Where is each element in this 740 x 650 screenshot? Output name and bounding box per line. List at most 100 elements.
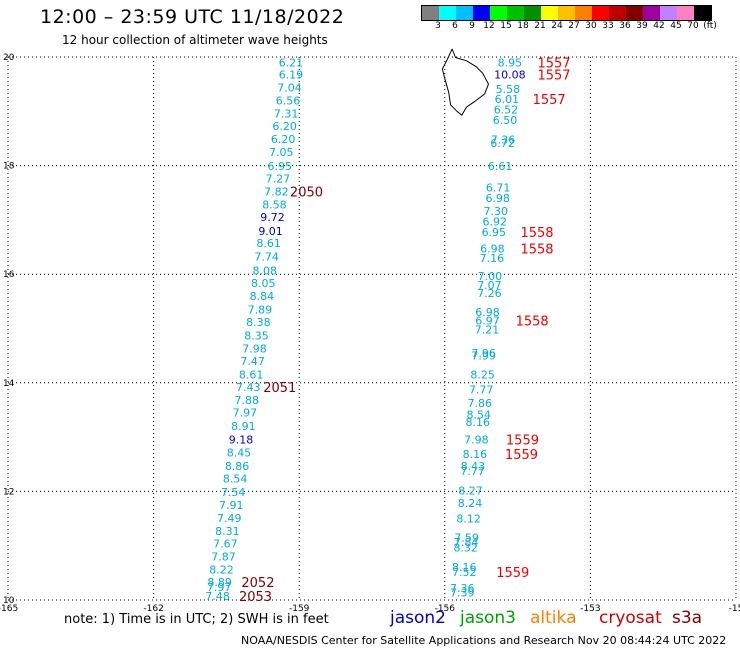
swh-value-label: 7.21 [475, 324, 500, 337]
swh-value-label: 6.52 [494, 104, 519, 117]
swh-value-label: 8.91 [231, 420, 256, 433]
legend-jason3: jason3 [460, 608, 516, 628]
swh-value-label: 6.71 [486, 181, 511, 194]
swh-value-label: 8.16 [463, 448, 488, 461]
swh-value-label: 8.58 [262, 199, 287, 212]
swh-value-label: 8.45 [227, 446, 252, 459]
swh-value-label: 6.50 [493, 114, 518, 127]
scale-label: 33 [602, 21, 614, 31]
swh-value-label: 7.05 [269, 146, 294, 159]
scale-label: 9 [469, 21, 475, 31]
swh-value-label: 6.61 [488, 160, 513, 173]
y-tick-label: 20 [3, 53, 15, 63]
swh-value-label: 7.36 [491, 134, 516, 147]
swh-value-label: 7.86 [467, 397, 492, 410]
scale-label: 24 [551, 21, 563, 31]
swh-value-label: 6.72 [490, 137, 515, 150]
scale-swatch [575, 6, 592, 20]
swh-value-label: 7.99 [471, 350, 496, 363]
swh-value-label: 6.98 [480, 243, 505, 256]
scale-swatch [456, 6, 473, 20]
scale-swatch [626, 6, 643, 20]
scale-swatch [677, 6, 694, 20]
swh-value-label: 8.61 [239, 369, 264, 382]
swh-value-label: 7.82 [264, 186, 289, 199]
swh-value-label: 8.54 [467, 408, 492, 421]
swh-value-label: 7.74 [254, 250, 279, 263]
time-label: 1558 [520, 243, 553, 258]
swh-value-label: 7.52 [452, 566, 477, 579]
swh-value-label: 7.77 [469, 383, 494, 396]
swh-value-label: 7.54 [221, 486, 246, 499]
y-tick-label: 16 [3, 270, 15, 280]
swh-value-label: 8.61 [256, 237, 281, 250]
footer-credit: NOAA/NESDIS Center for Satellite Applica… [241, 634, 727, 647]
time-label: 1559 [506, 433, 539, 448]
swh-value-label: 7.07 [477, 279, 502, 292]
time-label: 1557 [537, 68, 570, 83]
x-tick-label: -15 [729, 604, 740, 614]
swh-value-label: 7.00 [478, 270, 503, 283]
island-coastline [441, 48, 490, 116]
swh-value-label: 8.35 [244, 330, 269, 343]
swh-value-label: 8.12 [456, 513, 481, 526]
swh-value-label: 7.89 [248, 303, 273, 316]
swh-value-label: 7.30 [484, 205, 509, 218]
time-label: 2052 [241, 576, 274, 591]
x-tick-label: -156 [435, 604, 456, 614]
swh-value-label: 8.05 [251, 277, 276, 290]
swh-value-label: 8.32 [453, 541, 478, 554]
swh-value-label: 8.54 [223, 472, 248, 485]
swh-value-label: 9.18 [229, 433, 254, 446]
time-label: 1558 [516, 314, 549, 329]
scale-label: 15 [500, 21, 512, 31]
time-label: 1559 [496, 566, 529, 581]
swh-value-label: 7.48 [205, 590, 230, 603]
scale-swatch [643, 6, 660, 20]
legend-s3a: s3a [672, 608, 703, 628]
scale-label: 12 [483, 21, 495, 31]
scale-swatch [524, 6, 541, 20]
color-scale-bar [421, 5, 712, 21]
swh-value-label: 7.26 [477, 287, 502, 300]
legend-altika: altika [530, 608, 577, 628]
swh-value-label: 6.01 [495, 93, 520, 106]
scale-label: (ft) [703, 21, 717, 31]
scale-label: 39 [636, 21, 648, 31]
swh-value-label: 7.39 [450, 586, 475, 599]
swh-value-label: 6.95 [482, 226, 507, 239]
swh-value-label: 8.95 [498, 56, 523, 69]
swh-value-label: 7.87 [211, 551, 236, 564]
swh-value-label: 7.16 [480, 252, 505, 265]
swh-value-label: 8.89 [207, 576, 232, 589]
scale-label: 27 [568, 21, 580, 31]
scale-swatch [558, 6, 575, 20]
time-label: 2050 [290, 186, 323, 201]
swh-value-label: 6.20 [272, 120, 297, 133]
y-tick-label: 18 [3, 162, 15, 172]
swh-value-label: 10.08 [494, 68, 526, 81]
swh-value-label: 8.38 [246, 316, 271, 329]
scale-swatch [592, 6, 609, 20]
hawaii-island-outline [441, 48, 490, 116]
scale-swatch [422, 6, 439, 20]
swh-value-label: 7.27 [266, 173, 291, 186]
swh-value-label: 6.20 [271, 133, 296, 146]
time-label: 2051 [263, 381, 296, 396]
scale-swatch [490, 6, 507, 20]
scale-swatch [439, 6, 456, 20]
swh-value-label: 7.97 [233, 407, 258, 420]
swh-value-label: 7.84 [454, 536, 479, 549]
swh-value-label: 6.97 [475, 314, 500, 327]
swh-value-label: 7.96 [471, 347, 496, 360]
swh-value-label: 7.98 [242, 343, 267, 356]
swh-value-label: 6.95 [268, 160, 293, 173]
scale-label: 30 [585, 21, 597, 31]
y-tick-label: 12 [3, 487, 14, 497]
x-tick-label: -162 [143, 604, 163, 614]
scale-label: 3 [435, 21, 441, 31]
swh-value-label: 7.04 [277, 81, 302, 94]
swh-value-label: 8.08 [252, 264, 277, 277]
time-label: 1557 [537, 56, 570, 71]
